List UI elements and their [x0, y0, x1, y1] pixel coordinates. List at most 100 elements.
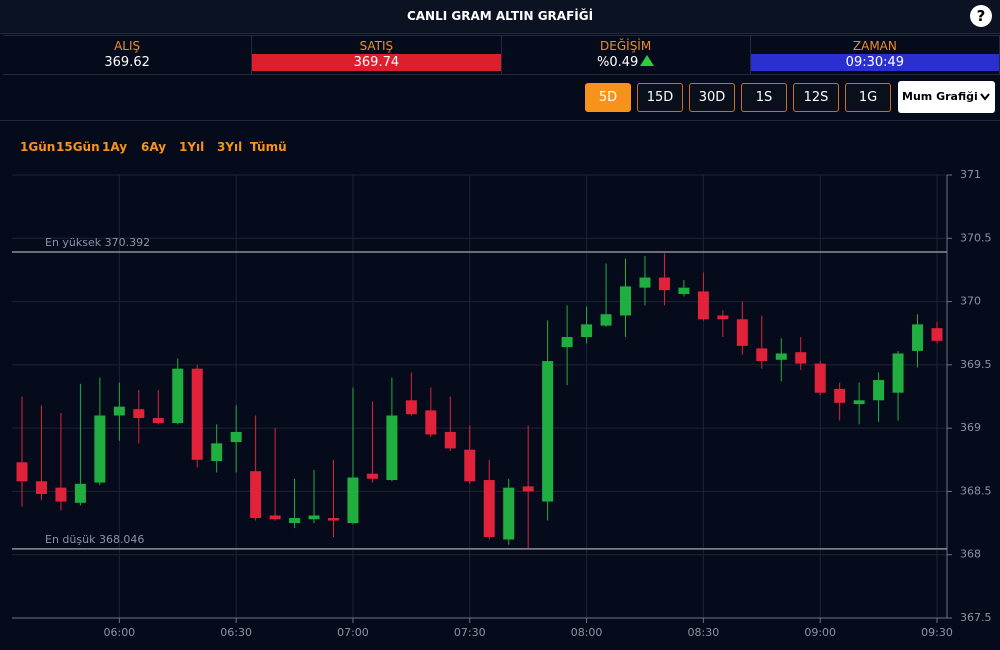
candle-body	[113, 406, 125, 416]
period-button[interactable]: 1G	[845, 83, 891, 112]
range-link[interactable]: Tümü	[250, 140, 287, 154]
candle-body	[814, 363, 826, 393]
candle-body	[289, 518, 301, 524]
candle-body	[658, 277, 670, 291]
candle-body	[912, 324, 924, 351]
candle-body	[250, 471, 262, 519]
candle-body	[542, 361, 554, 502]
candle-body	[133, 409, 145, 419]
y-tick-label: 370	[960, 295, 981, 308]
quote-number: 369.62	[104, 55, 150, 70]
range-link[interactable]: 3Yıl	[217, 140, 243, 154]
candle-body	[405, 400, 417, 415]
candle-body	[775, 353, 787, 360]
x-tick-label: 09:00	[804, 626, 836, 639]
chart-style-select[interactable]: Mum Grafiği	[898, 81, 995, 113]
candle-body	[931, 328, 943, 341]
x-tick-label: 09:30	[921, 626, 953, 639]
y-tick-label: 367.5	[960, 611, 992, 624]
quote-number: %0.49	[596, 55, 639, 70]
range-link[interactable]: 6Ay	[141, 140, 167, 154]
quote: DEĞİŞİM %0.49	[502, 36, 751, 74]
candle-body	[717, 315, 729, 320]
quote-value: 369.74	[252, 54, 501, 71]
range-link[interactable]: 1Yıl	[179, 140, 205, 154]
y-tick-label: 368.5	[960, 484, 992, 497]
chart-style: Mum Grafiği	[902, 90, 978, 103]
help-button[interactable]: ?	[970, 5, 992, 27]
candle-body	[444, 431, 456, 449]
candle-body	[269, 515, 281, 520]
quote-number: 369.74	[353, 55, 400, 70]
x-tick-label: 07:00	[337, 626, 369, 639]
separator	[0, 120, 1000, 121]
candle-body	[853, 400, 865, 405]
x-tick-label: 07:30	[454, 626, 486, 639]
quote-value: %0.49	[502, 54, 750, 71]
quote-row: ALIŞ 369.62 SATIŞ 369.74 DEĞİŞİM %0.49 ZAMAN 09…	[3, 35, 1000, 75]
candle-body	[74, 483, 86, 503]
candle-body	[834, 388, 846, 403]
candle-body	[308, 515, 320, 520]
range-link[interactable]: 15Gün	[56, 140, 100, 154]
period-buttons: 5D 15D 30D 1S 12S 1G	[585, 83, 891, 112]
candle-body	[483, 480, 495, 537]
candle-body	[678, 287, 690, 294]
candle-body	[327, 518, 339, 521]
candle-body	[561, 337, 573, 348]
period-button[interactable]: 30D	[689, 83, 735, 112]
quote-value: 369.62	[3, 54, 251, 71]
candle-body	[211, 443, 223, 462]
range-link[interactable]: 1Gün	[20, 140, 56, 154]
reference-label: En düşük 368.046	[45, 533, 144, 546]
candle-body	[35, 481, 47, 494]
quote-number: 09:30:49	[845, 55, 905, 70]
candle-body	[386, 415, 398, 481]
reference-label: En yüksek 370.392	[45, 236, 150, 249]
candle-body	[892, 353, 904, 393]
candle-body	[620, 286, 632, 316]
period-button[interactable]: 15D	[637, 83, 683, 112]
candle-body	[522, 486, 534, 492]
candle-body	[873, 380, 885, 401]
candle-body	[756, 348, 768, 362]
candle-body	[736, 319, 748, 346]
top-bar: CANLI GRAM ALTIN GRAFİĞİ ?	[0, 0, 1000, 34]
candle-body	[425, 410, 437, 435]
candle-body	[152, 418, 164, 424]
y-tick-label: 369.5	[960, 358, 992, 371]
quote-label: ZAMAN	[852, 39, 897, 53]
candle-body	[55, 487, 67, 502]
candle-body	[94, 415, 106, 483]
period-button[interactable]: 1S	[741, 83, 787, 112]
trend-up-icon	[640, 55, 655, 66]
candle-body	[347, 477, 359, 524]
candle-body	[581, 324, 593, 338]
chevron	[980, 93, 990, 101]
candle-body	[697, 291, 709, 320]
y-tick-label: 370.5	[960, 231, 992, 244]
period-button[interactable]: 12S	[793, 83, 839, 112]
candle-body	[795, 352, 807, 364]
page-title: CANLI GRAM ALTIN GRAFİĞİ	[406, 9, 594, 23]
candle-body	[172, 368, 184, 424]
quote-label: SATIŞ	[359, 39, 394, 53]
range-link[interactable]: 1Ay	[102, 140, 128, 154]
candle-body	[503, 487, 515, 540]
candle-body	[16, 462, 28, 482]
quote-label: DEĞİŞİM	[600, 39, 652, 53]
candle-body	[191, 368, 203, 460]
period-button[interactable]: 5D	[585, 83, 631, 112]
quote: SATIŞ 369.74	[252, 36, 502, 74]
candle-body	[230, 431, 242, 443]
candle-body	[366, 473, 378, 479]
quote-label: ALIŞ	[114, 39, 141, 53]
quote: ALIŞ 369.62	[3, 36, 253, 74]
candle-body	[639, 277, 651, 288]
quote: ZAMAN 09:30:49	[750, 36, 1000, 74]
y-tick-label: 371	[960, 168, 981, 181]
candle-body	[600, 314, 612, 326]
x-tick-label: 06:30	[220, 626, 252, 639]
